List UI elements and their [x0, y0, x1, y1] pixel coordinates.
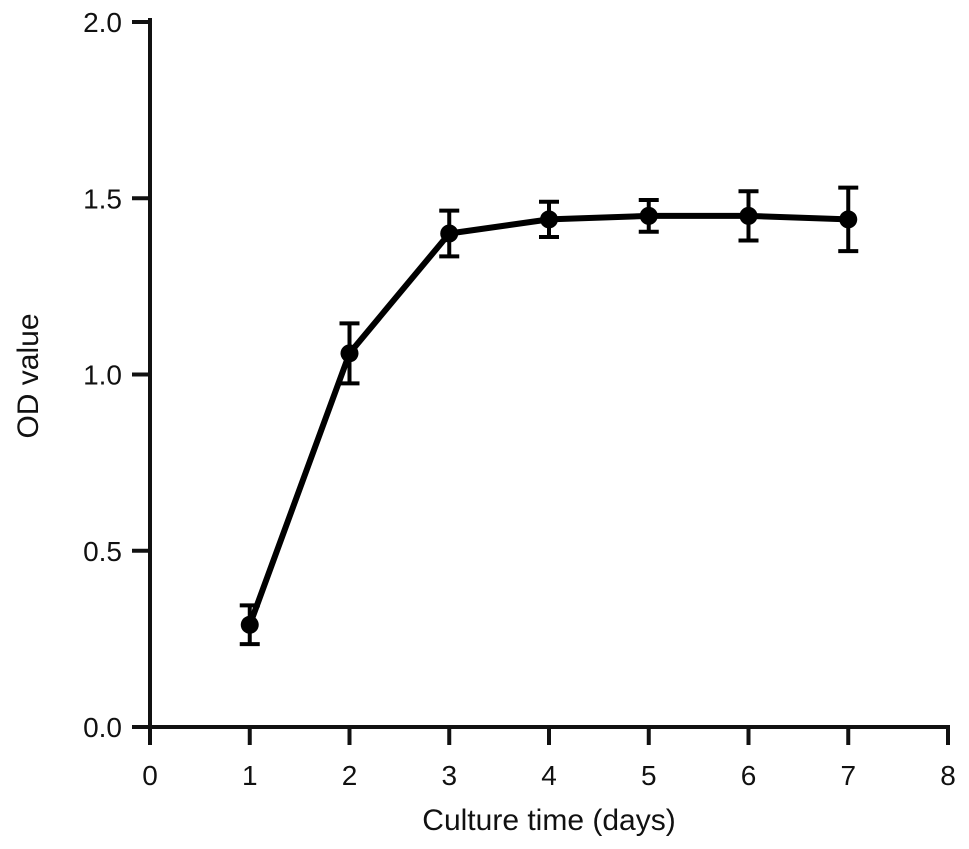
y-tick-label: 1.5	[83, 183, 122, 214]
axes: 0.0 0.5 1.0 1.5 2.0 0 1 2 3 4 5 6 7 8	[83, 7, 956, 791]
data-point	[739, 206, 758, 225]
data-point	[240, 615, 259, 634]
x-tick-label: 1	[242, 760, 258, 791]
x-tick-label: 0	[142, 760, 158, 791]
data-point	[639, 206, 658, 225]
x-tick-label: 5	[641, 760, 657, 791]
y-axis-title: OD value	[12, 313, 45, 438]
y-tick-label: 2.0	[83, 7, 122, 38]
data-point	[839, 210, 858, 229]
x-axis-title: Culture time (days)	[422, 804, 675, 837]
x-tick-label: 7	[840, 760, 856, 791]
x-tick-label: 2	[342, 760, 358, 791]
data-point	[340, 344, 359, 363]
data-point	[440, 224, 459, 243]
series-group	[239, 185, 859, 647]
series-line	[246, 212, 852, 628]
x-tick-label: 6	[741, 760, 757, 791]
y-tick-label: 0.0	[83, 712, 122, 743]
x-tick-label: 8	[940, 760, 956, 791]
x-tick-label: 4	[541, 760, 557, 791]
x-tick-label: 3	[441, 760, 457, 791]
data-point	[540, 210, 558, 229]
y-tick-label: 0.5	[83, 536, 122, 567]
y-tick-label: 1.0	[83, 360, 122, 391]
